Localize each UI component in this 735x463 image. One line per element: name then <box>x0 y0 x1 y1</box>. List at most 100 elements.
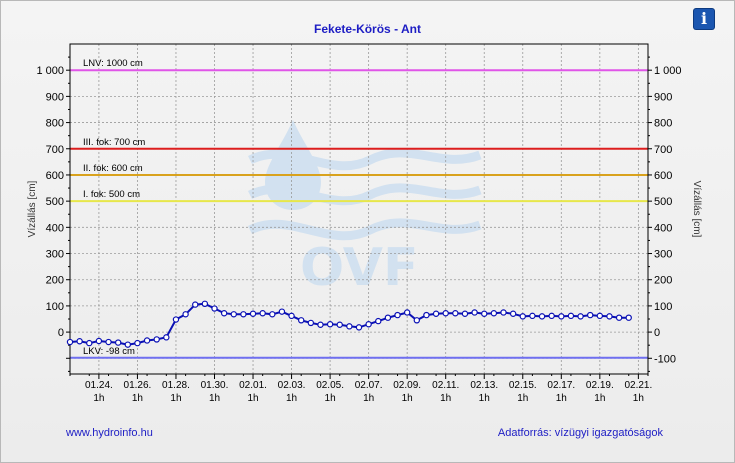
data-point <box>326 321 334 328</box>
watermark-wave-2 <box>247 183 482 206</box>
x-tick-label-hour: 1h <box>402 393 413 404</box>
data-point <box>394 311 401 319</box>
data-point <box>317 321 324 328</box>
y-tick-label-right: 300 <box>654 249 672 261</box>
data-point <box>558 313 565 320</box>
x-tick-label-hour: 1h <box>556 393 567 404</box>
data-point <box>577 313 584 320</box>
data-point <box>548 312 555 320</box>
data-point <box>606 313 613 320</box>
x-axis: 01.24. 1h 01.26. 1h 01.28. 1h 01.30. 1h 02.01. 1h… <box>69 374 652 404</box>
x-tick-label-hour: 1h <box>363 393 374 404</box>
x-tick-label-date: 01.30. <box>201 380 229 391</box>
data-point <box>481 310 488 317</box>
y-tick-label-right: -100 <box>654 353 676 365</box>
x-tick-label-hour: 1h <box>633 393 644 404</box>
data-point <box>346 323 353 330</box>
data-point <box>114 339 122 346</box>
watermark-wave-1 <box>247 148 482 171</box>
watermark-wave-3 <box>247 218 482 241</box>
x-tick-label-date: 02.17. <box>547 380 575 391</box>
y-tick-label-left: 800 <box>46 118 64 130</box>
data-point <box>625 314 632 321</box>
data-point <box>355 324 363 331</box>
data-point <box>452 310 459 317</box>
x-tick-label-date: 01.28. <box>162 380 190 391</box>
data-point <box>471 309 478 316</box>
x-tick-label-hour: 1h <box>209 393 220 404</box>
y-tick-label-left: 300 <box>46 249 64 261</box>
data-point <box>220 310 228 317</box>
ovf-watermark: OVF <box>247 120 482 298</box>
y-axis-label-left: Vízállás [cm] <box>27 180 38 237</box>
data-point <box>336 321 343 328</box>
data-point <box>442 310 449 317</box>
data-point <box>240 311 247 318</box>
reference-line-label: I. fok: 500 cm <box>83 189 140 200</box>
data-point <box>124 341 132 348</box>
data-point <box>596 312 604 320</box>
y-tick-label-left: 1 000 <box>36 65 64 77</box>
data-point <box>288 312 295 320</box>
x-tick-label-date: 01.24. <box>85 380 113 391</box>
x-tick-label-hour: 1h <box>594 393 605 404</box>
x-tick-label-hour: 1h <box>93 393 104 404</box>
y-tick-label-left: 200 <box>46 275 64 287</box>
y-tick-label-left: 700 <box>46 144 64 156</box>
data-point <box>461 310 469 317</box>
data-point <box>432 310 440 317</box>
data-point <box>413 317 420 324</box>
data-point <box>192 301 199 308</box>
data-point <box>269 311 276 318</box>
y-tick-label-left: 0 <box>58 327 64 339</box>
y-tick-label-right: 600 <box>654 170 672 182</box>
chart-title: Fekete-Körös - Ant <box>314 22 421 36</box>
data-point <box>249 310 257 317</box>
data-point <box>153 336 160 343</box>
y-axis-label-right: Vízállás [cm] <box>691 181 702 238</box>
y-tick-label-left: 400 <box>46 222 64 234</box>
y-axis: -100 0 0 100 100 200 200 300 300 400 400 500 500 600 6… <box>36 56 682 372</box>
data-point <box>375 317 382 325</box>
x-tick-label-date: 02.19. <box>586 380 614 391</box>
y-tick-label-right: 700 <box>654 144 672 156</box>
x-tick-label-hour: 1h <box>170 393 181 404</box>
data-point <box>163 334 170 341</box>
data-point <box>143 337 151 344</box>
info-icon[interactable]: i <box>694 9 714 29</box>
y-tick-label-right: 400 <box>654 222 672 234</box>
data-point <box>66 338 74 346</box>
y-tick-label-left: 100 <box>46 301 64 313</box>
data-point <box>403 309 411 316</box>
x-tick-label-hour: 1h <box>517 393 528 404</box>
x-tick-label-date: 02.07. <box>355 380 383 391</box>
x-tick-label-date: 02.03. <box>278 380 306 391</box>
x-tick-label-hour: 1h <box>325 393 336 404</box>
x-tick-label-date: 02.01. <box>239 380 267 391</box>
source-link[interactable]: www.hydroinfo.hu <box>66 427 153 439</box>
x-tick-label-hour: 1h <box>479 393 490 404</box>
data-point <box>230 311 237 318</box>
y-tick-label-right: 200 <box>654 275 672 287</box>
x-tick-label-date: 02.09. <box>393 380 421 391</box>
x-tick-label-date: 02.13. <box>470 380 498 391</box>
y-tick-label-left: 600 <box>46 170 64 182</box>
x-tick-label-date: 02.15. <box>509 380 537 391</box>
watermark-text: OVF <box>300 238 419 298</box>
data-point <box>95 337 103 345</box>
data-point <box>519 313 526 320</box>
reference-line-label: III. fok: 700 cm <box>83 137 145 148</box>
x-tick-label-hour: 1h <box>286 393 297 404</box>
data-point <box>307 319 315 327</box>
data-point <box>298 317 305 324</box>
data-point <box>529 312 536 320</box>
x-tick-label-hour: 1h <box>440 393 451 404</box>
data-point <box>172 316 180 323</box>
data-point <box>509 310 517 317</box>
data-point <box>259 310 266 317</box>
data-point <box>182 311 189 318</box>
data-point <box>105 338 112 346</box>
y-tick-label-left: 900 <box>46 91 64 103</box>
data-point <box>490 310 498 317</box>
